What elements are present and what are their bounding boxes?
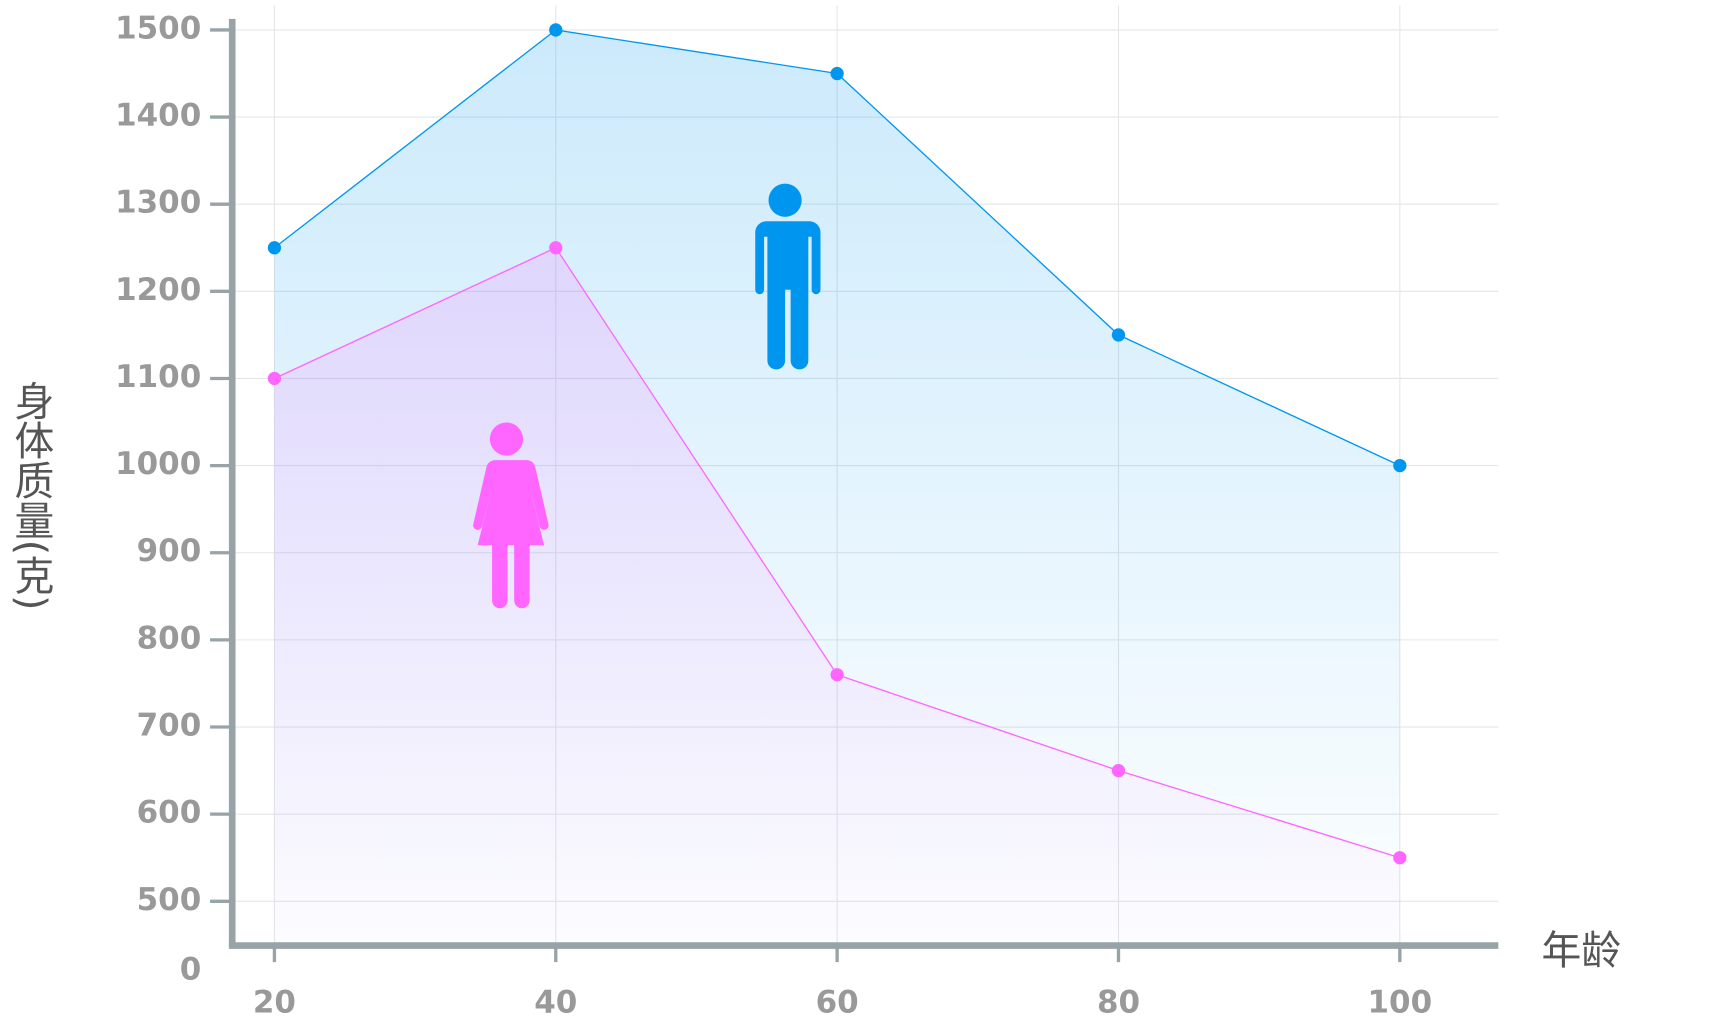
y-tick-label: 0 — [180, 951, 202, 987]
point — [830, 66, 844, 81]
x-tick-label: 40 — [534, 985, 577, 1021]
y-tick-label: 700 — [137, 708, 202, 744]
x-tick-label: 80 — [1097, 985, 1140, 1021]
x-tick-label: 20 — [253, 985, 296, 1021]
plot-area — [274, 29, 1401, 947]
point — [1111, 328, 1126, 342]
x-axis-title: 年龄 — [1541, 928, 1621, 974]
point — [267, 241, 282, 255]
point — [830, 668, 844, 682]
point — [267, 371, 282, 386]
x-tick-label: 60 — [816, 985, 859, 1021]
male-icon — [755, 183, 821, 370]
y-tick-label: 1200 — [115, 272, 201, 308]
point — [549, 241, 563, 255]
female-icon — [473, 422, 549, 609]
y-tick-label: 1000 — [115, 446, 201, 482]
y-axis-title: 身体质量(克) — [8, 380, 54, 610]
point — [1111, 763, 1126, 778]
y-tick-label: 900 — [137, 533, 202, 569]
point — [1393, 458, 1407, 473]
y-tick-label: 500 — [137, 882, 202, 918]
point — [1393, 851, 1407, 865]
y-tick-label: 1500 — [115, 10, 201, 46]
y-tick-label: 800 — [137, 620, 202, 656]
y-tick-label: 1400 — [115, 98, 201, 134]
y-tick-label: 1300 — [115, 185, 201, 221]
y-tick-label: 1100 — [115, 359, 201, 395]
point — [549, 23, 563, 37]
y-tick-label: 600 — [137, 795, 202, 831]
x-tick-label: 100 — [1368, 985, 1433, 1021]
